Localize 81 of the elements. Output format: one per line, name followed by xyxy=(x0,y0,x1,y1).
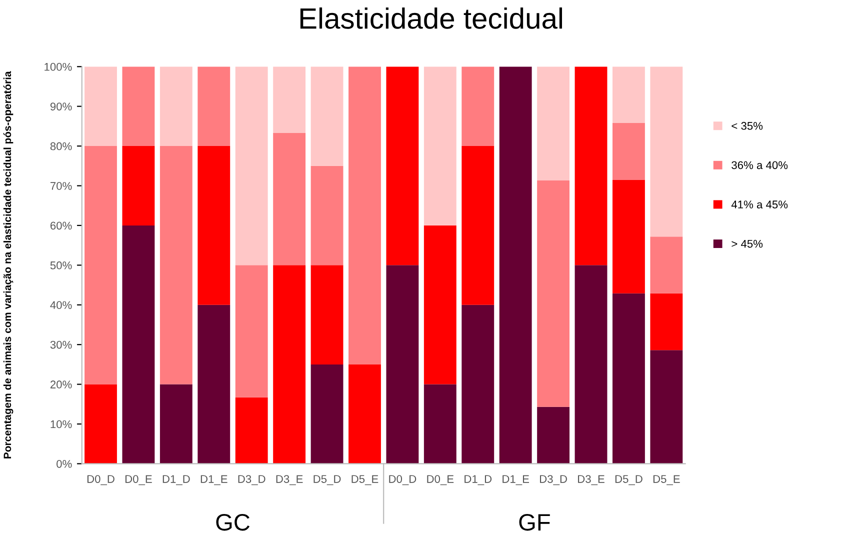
bar xyxy=(235,265,268,398)
x-tick-label: D3_D xyxy=(540,475,567,486)
bar xyxy=(537,406,570,464)
bar xyxy=(84,146,117,384)
bar xyxy=(650,293,683,350)
legend-label: 41% a 45% xyxy=(731,200,788,208)
legend-label: 36% a 40% xyxy=(732,161,788,170)
bar xyxy=(462,304,494,464)
bar xyxy=(198,304,230,464)
text: GF xyxy=(519,514,550,531)
bar xyxy=(612,123,645,180)
bar xyxy=(273,132,306,266)
x-tick-label: D3_E xyxy=(276,475,303,486)
bar xyxy=(310,66,344,166)
bar xyxy=(235,66,268,266)
bar xyxy=(386,66,419,266)
bar xyxy=(122,66,155,146)
bar xyxy=(273,66,306,133)
x-tick-label: D0_E xyxy=(427,475,454,486)
bar xyxy=(462,146,494,305)
bar xyxy=(499,66,532,464)
bar xyxy=(537,66,570,180)
bar xyxy=(160,66,192,146)
y-tick-label: 10% xyxy=(50,420,72,428)
bar xyxy=(160,384,192,464)
x-tick-label: D1_E xyxy=(502,475,530,486)
bar xyxy=(310,364,344,464)
bar xyxy=(386,265,419,464)
bar xyxy=(424,225,456,384)
legend-label: < 35% xyxy=(732,122,763,130)
bar xyxy=(160,146,192,384)
y-tick-label: 50% xyxy=(50,261,72,270)
legend-label: > 45% xyxy=(732,240,763,248)
bar xyxy=(84,66,117,146)
bar xyxy=(348,66,381,364)
bar xyxy=(537,180,570,407)
bar xyxy=(348,364,381,464)
bar xyxy=(424,66,456,226)
x-tick-label: D5_E xyxy=(653,475,680,486)
x-tick-label: D0_E xyxy=(125,475,152,486)
bar xyxy=(612,66,645,124)
bar xyxy=(198,66,230,146)
x-tick-label: D0_D xyxy=(389,475,416,486)
y-axis-title: Porcentagem de animais com variação na elasticidade tecidual pós-operatória xyxy=(3,71,14,458)
x-tick-label: D1_D xyxy=(162,475,190,486)
bar xyxy=(462,66,494,146)
y-tick-label: 80% xyxy=(50,142,72,150)
y-tick-label: 20% xyxy=(50,380,72,388)
bar xyxy=(574,265,608,464)
bar xyxy=(84,384,117,464)
bar xyxy=(574,66,608,266)
x-tick-label: D5_D xyxy=(615,475,642,486)
y-tick-label: 30% xyxy=(50,340,72,349)
y-tick-label: 90% xyxy=(50,102,72,110)
x-tick-label: D3_E xyxy=(578,475,604,486)
bar xyxy=(424,384,456,464)
y-tick-label: 70% xyxy=(50,182,72,190)
bar xyxy=(650,66,683,237)
x-tick-label: D5_E xyxy=(352,475,378,486)
text: GC xyxy=(216,514,250,531)
bar xyxy=(612,293,645,464)
bar xyxy=(273,265,306,464)
bar xyxy=(650,350,683,464)
bar xyxy=(235,397,268,464)
x-tick-label: D5_D xyxy=(314,475,341,486)
y-tick-label: 0% xyxy=(56,460,72,468)
chart-title: Elasticidade tecidual xyxy=(300,7,562,29)
y-tick-label: 100% xyxy=(44,62,72,71)
bar xyxy=(612,180,645,294)
x-tick-label: D1_E xyxy=(200,475,228,486)
bar xyxy=(310,166,344,266)
y-tick-label: 60% xyxy=(50,222,72,230)
x-tick-label: D0_D xyxy=(87,475,114,486)
y-tick-label: 40% xyxy=(50,301,72,310)
bar xyxy=(122,146,155,226)
x-tick-label: D1_D xyxy=(464,475,492,486)
bar xyxy=(650,236,683,294)
bar xyxy=(198,146,230,305)
x-tick-label: D3_D xyxy=(238,475,266,486)
bar xyxy=(310,265,344,364)
bar xyxy=(122,225,155,464)
